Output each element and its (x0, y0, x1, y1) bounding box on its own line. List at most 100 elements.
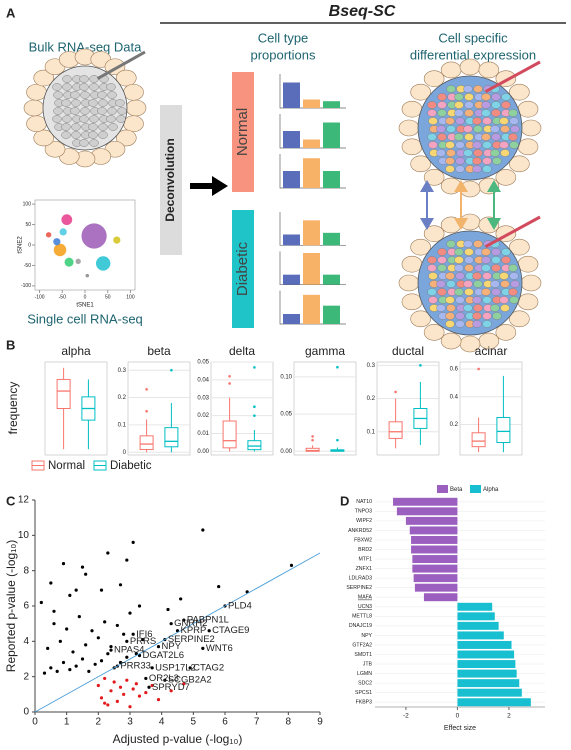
point-label: SPRYD7 (152, 682, 190, 693)
acinar-cell (509, 83, 530, 101)
x-tick-label: 2 (507, 713, 511, 720)
section-title: Single cell RNA-seq (27, 311, 143, 326)
outlier (419, 364, 422, 367)
point (80, 657, 85, 661)
islet-cell (464, 248, 474, 256)
islet-cell (89, 75, 99, 83)
islet-cell (509, 272, 519, 280)
cluster (61, 214, 73, 226)
point (131, 540, 135, 545)
islet-cell (80, 91, 90, 99)
bar (412, 555, 458, 564)
acinar-cell (509, 155, 530, 173)
islet-cell (464, 93, 474, 101)
islet-cell (436, 149, 446, 157)
cluster (53, 243, 67, 257)
islet-cell (70, 91, 80, 99)
islet-cell (490, 280, 500, 288)
islet-cell (446, 240, 456, 248)
islet-cell (491, 133, 501, 141)
panel-frame (210, 361, 274, 456)
category-label: MAFA (358, 595, 373, 601)
point (125, 639, 129, 643)
point-label: CTAG2 (193, 662, 224, 673)
islet-cell (52, 83, 62, 91)
bar (409, 526, 458, 535)
y-tick-label: 0.4 (450, 394, 459, 400)
islet-cell (454, 288, 464, 296)
islet-cell (481, 93, 491, 101)
islet-cell (463, 304, 473, 312)
acinar-cell (398, 119, 420, 137)
y-tick-label: 0.1 (118, 422, 127, 428)
islet-cell (481, 101, 491, 109)
islet-cell (427, 101, 437, 109)
bar (423, 593, 458, 602)
point (166, 607, 170, 612)
double-arrow (487, 218, 501, 230)
outlier (145, 409, 148, 413)
acinar-cell (115, 129, 137, 147)
bar (323, 274, 340, 285)
islet-cell (437, 288, 447, 296)
point (106, 551, 110, 555)
point-label: PLD4 (228, 601, 252, 612)
islet-cell (491, 264, 501, 272)
point (99, 659, 104, 663)
point (55, 669, 59, 673)
panel-title: alpha (61, 344, 91, 358)
islet-cell (464, 133, 474, 141)
bar (283, 274, 300, 285)
islet-cell (106, 83, 116, 91)
box (222, 420, 237, 449)
point-label: PABPN1L (187, 615, 229, 626)
islet-cell (463, 149, 473, 157)
mini-axis (279, 251, 346, 286)
category-label: LGMN (357, 671, 372, 677)
point (109, 645, 113, 649)
point-label: SERPINE2 (168, 634, 215, 645)
islet-cell (427, 109, 437, 117)
islet-cell (88, 123, 98, 131)
islet-cell (455, 320, 465, 328)
islet-cell (455, 312, 465, 320)
islet-cell (473, 240, 483, 248)
point (137, 694, 142, 698)
deconvolution-label: Deconvolution (163, 138, 177, 221)
x-tick-label: 50 (105, 294, 111, 300)
point (49, 581, 53, 585)
islet-cell (455, 165, 465, 173)
islet-cell (482, 272, 492, 280)
point (156, 645, 161, 649)
point-label: KPRP (181, 625, 207, 636)
point (49, 666, 53, 670)
acinar-cell (410, 83, 431, 101)
bar (303, 220, 320, 246)
islet-cell (79, 83, 89, 91)
islet-cell (89, 83, 99, 91)
point (106, 703, 110, 707)
acinar-cell (23, 99, 45, 117)
islet-cell (454, 101, 464, 109)
islet-cell (491, 288, 501, 296)
acinar-cell (115, 69, 137, 87)
box (247, 440, 262, 451)
islet-cell (481, 109, 491, 117)
point (52, 609, 56, 613)
duct (484, 215, 541, 248)
category-label: DNAJC19 (349, 623, 372, 629)
point (128, 705, 132, 709)
islet-cell (482, 141, 492, 149)
y-axis-label: Reported p-value (-log₁₀) (4, 540, 18, 672)
panel-title: beta (147, 344, 171, 358)
islet-cell (98, 99, 108, 107)
islet-cell (454, 256, 464, 264)
y-tick-label: 100 (23, 201, 32, 207)
islet-cell (472, 312, 482, 320)
point (245, 590, 249, 594)
bar (411, 545, 458, 554)
point (128, 611, 132, 615)
islet-cell (455, 272, 465, 280)
acinar-cell (401, 100, 423, 118)
y-tick-label: 8 (23, 565, 29, 576)
